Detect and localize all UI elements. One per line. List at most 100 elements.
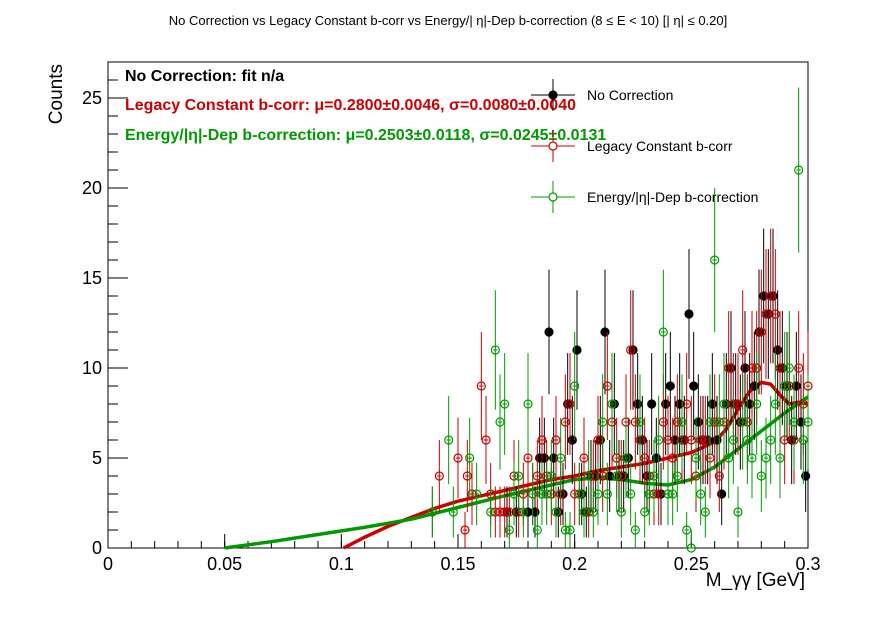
data-point [565, 399, 575, 409]
y-tick-label: 15 [82, 268, 102, 288]
data-point [495, 417, 505, 427]
data-point [663, 435, 673, 445]
y-tick-label: 10 [82, 358, 102, 378]
data-point [775, 363, 785, 373]
data-point [677, 417, 687, 427]
data-point [523, 399, 533, 409]
x-tick-label: 0 [103, 554, 113, 574]
data-point [593, 435, 603, 445]
data-point [647, 399, 657, 409]
data-point [700, 435, 710, 445]
data-point [465, 453, 475, 463]
data-point [518, 507, 528, 517]
data-point [588, 507, 598, 517]
data-point [733, 507, 743, 517]
data-point [546, 471, 556, 481]
legend-marker [548, 141, 558, 151]
data-point [453, 453, 463, 463]
y-axis-ticks: 0 5 10 15 20 25 [82, 61, 128, 558]
data-point [626, 489, 636, 499]
data-point [612, 471, 622, 481]
data-point [490, 345, 500, 355]
data-point [448, 507, 458, 517]
data-point [728, 435, 738, 445]
data-point [724, 453, 734, 463]
x-tick-label: 0.3 [795, 554, 820, 574]
data-point [598, 417, 608, 427]
data-point [784, 363, 794, 373]
data-point [658, 327, 668, 337]
data-point [789, 417, 799, 427]
data-point [602, 381, 612, 391]
data-point [714, 471, 724, 481]
y-tick-label: 25 [82, 88, 102, 108]
data-point [560, 417, 570, 427]
data-point [665, 381, 675, 391]
data-point [602, 489, 612, 499]
x-axis-ticks: 0 0.05 0.1 0.15 0.2 0.25 0.3 [103, 534, 821, 574]
data-point [668, 453, 678, 463]
data-point [752, 399, 762, 409]
data-point [766, 435, 776, 445]
data-point [500, 399, 510, 409]
data-point [654, 435, 664, 445]
data-point [551, 507, 561, 517]
data-point [696, 489, 706, 499]
data-point [780, 381, 790, 391]
data-point [626, 345, 636, 355]
data-point [486, 507, 496, 517]
data-point [766, 291, 776, 301]
data-point [598, 471, 608, 481]
data-point [761, 453, 771, 463]
data-point [504, 525, 514, 535]
data-point [719, 399, 729, 409]
data-point [570, 381, 580, 391]
data-point [654, 489, 664, 499]
data-point [794, 363, 804, 373]
legend-label-energy-dep-b-correction: Energy/|η|-Dep b-correction [587, 189, 758, 205]
data-point [700, 507, 710, 517]
y-tick-label: 5 [92, 448, 102, 468]
fit-text-no-correction: No Correction: fit n/a [125, 68, 284, 85]
x-axis-label: M_γγ [GeV] [706, 570, 805, 591]
data-point [684, 309, 694, 319]
data-point [668, 489, 678, 499]
data-point [724, 363, 734, 373]
x-tick-label: 0.1 [329, 554, 354, 574]
data-point [509, 489, 519, 499]
x-tick-label: 0.2 [562, 554, 587, 574]
fit-text-energy-dep: Energy/|η|-Dep b-correction: μ=0.2503±0.… [125, 127, 606, 144]
data-point [672, 471, 682, 481]
data-point [444, 435, 454, 445]
legend-marker [548, 192, 558, 202]
data-point [794, 165, 804, 175]
data-point [644, 489, 654, 499]
data-point [738, 417, 748, 427]
legend: No Correction Legacy Constant b-corr Energ… [531, 79, 758, 213]
legacy-constant-b-corr-fit-curve [342, 380, 809, 550]
data-point [537, 435, 547, 445]
data-point [565, 525, 575, 535]
data-point [579, 453, 589, 463]
data-point [476, 381, 486, 391]
data-point [742, 435, 752, 445]
legend-label-no-correction: No Correction [587, 87, 673, 103]
data-series [427, 87, 813, 553]
data-point [616, 507, 626, 517]
data-point [798, 435, 808, 445]
data-point [747, 453, 757, 463]
data-point [682, 525, 692, 535]
data-point [691, 453, 701, 463]
data-point [514, 471, 524, 481]
fit-text-legacy: Legacy Constant b-corr: μ=0.2800±0.0046,… [125, 97, 576, 114]
chart-title: No Correction vs Legacy Constant b-corr … [169, 13, 728, 28]
data-point [593, 489, 603, 499]
data-point [528, 489, 538, 499]
data-point [434, 471, 444, 481]
data-point [640, 507, 650, 517]
data-point [481, 435, 491, 445]
data-point [775, 453, 785, 463]
data-point [472, 489, 482, 499]
data-point [756, 327, 766, 337]
